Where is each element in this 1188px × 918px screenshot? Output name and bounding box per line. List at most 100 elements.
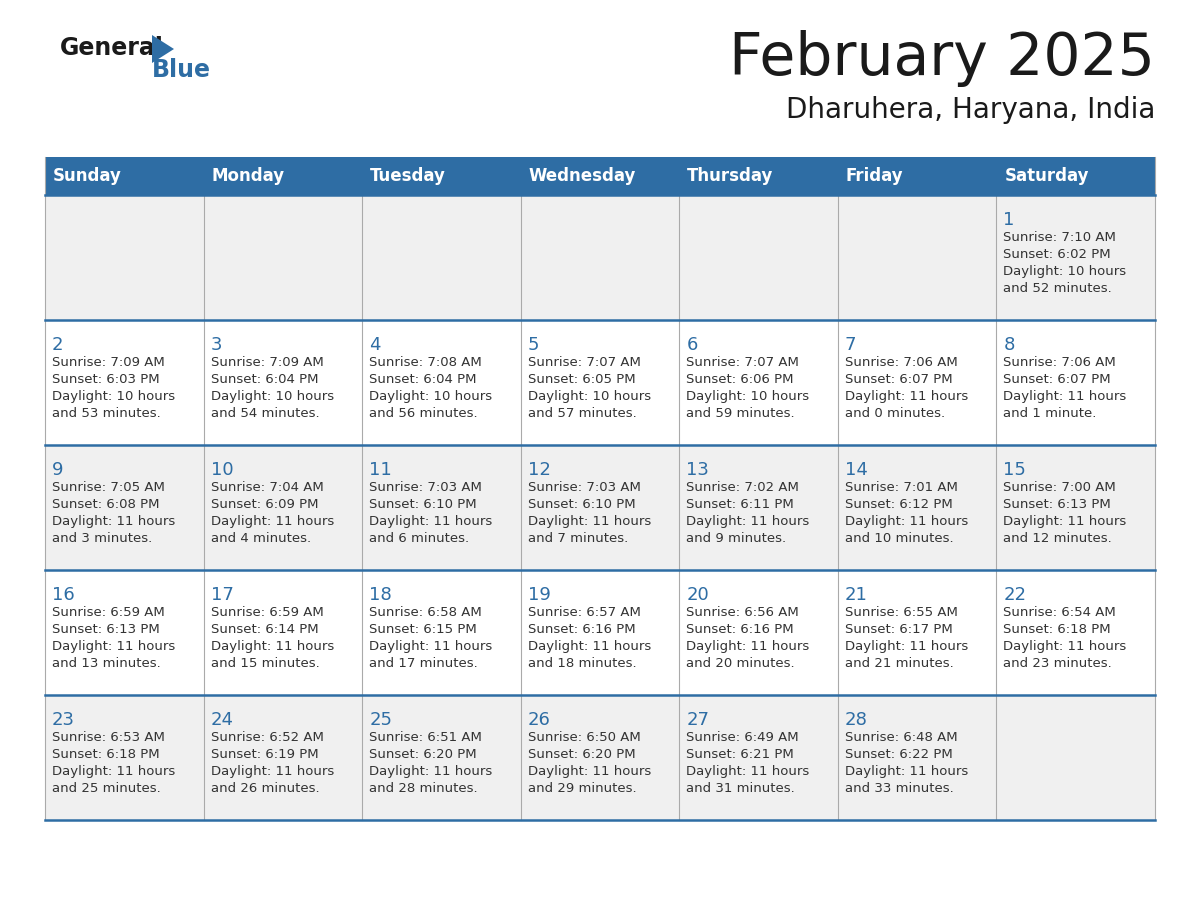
Text: Sunset: 6:10 PM: Sunset: 6:10 PM: [527, 498, 636, 511]
Text: Daylight: 10 hours: Daylight: 10 hours: [1004, 265, 1126, 278]
Text: and 4 minutes.: and 4 minutes.: [210, 532, 311, 545]
Text: General: General: [61, 36, 164, 60]
Text: Sunset: 6:17 PM: Sunset: 6:17 PM: [845, 623, 953, 636]
Text: Sunset: 6:15 PM: Sunset: 6:15 PM: [369, 623, 476, 636]
Text: Daylight: 10 hours: Daylight: 10 hours: [687, 390, 809, 403]
Text: Daylight: 11 hours: Daylight: 11 hours: [687, 765, 809, 778]
Text: Sunset: 6:07 PM: Sunset: 6:07 PM: [1004, 373, 1111, 386]
Text: Daylight: 11 hours: Daylight: 11 hours: [210, 765, 334, 778]
Text: 13: 13: [687, 461, 709, 479]
Text: 16: 16: [52, 586, 75, 604]
Text: Sunset: 6:20 PM: Sunset: 6:20 PM: [369, 748, 476, 761]
Text: Daylight: 11 hours: Daylight: 11 hours: [369, 640, 492, 653]
Text: 23: 23: [52, 711, 75, 729]
Text: Sunset: 6:22 PM: Sunset: 6:22 PM: [845, 748, 953, 761]
Text: and 53 minutes.: and 53 minutes.: [52, 407, 160, 420]
Text: Sunset: 6:04 PM: Sunset: 6:04 PM: [210, 373, 318, 386]
Text: Sunrise: 6:48 AM: Sunrise: 6:48 AM: [845, 731, 958, 744]
Text: Daylight: 11 hours: Daylight: 11 hours: [845, 765, 968, 778]
Text: 28: 28: [845, 711, 867, 729]
Text: Sunrise: 6:56 AM: Sunrise: 6:56 AM: [687, 606, 800, 619]
Text: Sunrise: 6:50 AM: Sunrise: 6:50 AM: [527, 731, 640, 744]
Polygon shape: [152, 35, 173, 63]
Text: and 3 minutes.: and 3 minutes.: [52, 532, 152, 545]
Text: 9: 9: [52, 461, 63, 479]
Text: Daylight: 10 hours: Daylight: 10 hours: [369, 390, 492, 403]
Text: February 2025: February 2025: [729, 30, 1155, 87]
Text: and 52 minutes.: and 52 minutes.: [1004, 282, 1112, 295]
Text: Sunrise: 6:54 AM: Sunrise: 6:54 AM: [1004, 606, 1117, 619]
Text: 14: 14: [845, 461, 867, 479]
Text: and 26 minutes.: and 26 minutes.: [210, 782, 320, 795]
Text: and 29 minutes.: and 29 minutes.: [527, 782, 637, 795]
Text: 6: 6: [687, 336, 697, 354]
Text: Sunrise: 6:59 AM: Sunrise: 6:59 AM: [52, 606, 165, 619]
Text: Sunset: 6:06 PM: Sunset: 6:06 PM: [687, 373, 794, 386]
Text: Daylight: 11 hours: Daylight: 11 hours: [845, 515, 968, 528]
Text: Thursday: Thursday: [688, 167, 773, 185]
Text: Sunrise: 6:57 AM: Sunrise: 6:57 AM: [527, 606, 640, 619]
Text: Sunrise: 7:04 AM: Sunrise: 7:04 AM: [210, 481, 323, 494]
Text: Daylight: 10 hours: Daylight: 10 hours: [527, 390, 651, 403]
Text: and 21 minutes.: and 21 minutes.: [845, 657, 954, 670]
Text: Sunset: 6:18 PM: Sunset: 6:18 PM: [1004, 623, 1111, 636]
Text: and 18 minutes.: and 18 minutes.: [527, 657, 637, 670]
Bar: [45, 695, 1155, 820]
Text: Sunset: 6:02 PM: Sunset: 6:02 PM: [1004, 248, 1111, 261]
Text: Daylight: 10 hours: Daylight: 10 hours: [52, 390, 175, 403]
Bar: [45, 195, 1155, 320]
Text: Sunset: 6:14 PM: Sunset: 6:14 PM: [210, 623, 318, 636]
Text: and 10 minutes.: and 10 minutes.: [845, 532, 954, 545]
Text: Daylight: 10 hours: Daylight: 10 hours: [210, 390, 334, 403]
Text: and 59 minutes.: and 59 minutes.: [687, 407, 795, 420]
Text: Daylight: 11 hours: Daylight: 11 hours: [52, 765, 176, 778]
Text: Daylight: 11 hours: Daylight: 11 hours: [369, 765, 492, 778]
Text: and 28 minutes.: and 28 minutes.: [369, 782, 478, 795]
Text: Monday: Monday: [211, 167, 285, 185]
Text: 19: 19: [527, 586, 550, 604]
Text: and 33 minutes.: and 33 minutes.: [845, 782, 954, 795]
Text: and 25 minutes.: and 25 minutes.: [52, 782, 160, 795]
Text: Sunset: 6:18 PM: Sunset: 6:18 PM: [52, 748, 159, 761]
Text: and 54 minutes.: and 54 minutes.: [210, 407, 320, 420]
Text: and 57 minutes.: and 57 minutes.: [527, 407, 637, 420]
Text: 25: 25: [369, 711, 392, 729]
Text: Sunrise: 6:55 AM: Sunrise: 6:55 AM: [845, 606, 958, 619]
Text: Blue: Blue: [152, 58, 211, 82]
Text: Daylight: 11 hours: Daylight: 11 hours: [1004, 640, 1126, 653]
Text: Sunset: 6:04 PM: Sunset: 6:04 PM: [369, 373, 476, 386]
Text: 2: 2: [52, 336, 63, 354]
Text: Daylight: 11 hours: Daylight: 11 hours: [845, 390, 968, 403]
Text: Sunrise: 6:59 AM: Sunrise: 6:59 AM: [210, 606, 323, 619]
Text: Daylight: 11 hours: Daylight: 11 hours: [52, 515, 176, 528]
Text: Daylight: 11 hours: Daylight: 11 hours: [52, 640, 176, 653]
Text: and 12 minutes.: and 12 minutes.: [1004, 532, 1112, 545]
Text: Sunrise: 7:05 AM: Sunrise: 7:05 AM: [52, 481, 165, 494]
Text: and 56 minutes.: and 56 minutes.: [369, 407, 478, 420]
Text: Dharuhera, Haryana, India: Dharuhera, Haryana, India: [785, 96, 1155, 124]
Text: Sunset: 6:19 PM: Sunset: 6:19 PM: [210, 748, 318, 761]
Text: 27: 27: [687, 711, 709, 729]
Text: Sunrise: 7:07 AM: Sunrise: 7:07 AM: [687, 356, 800, 369]
Text: 7: 7: [845, 336, 857, 354]
Bar: [45, 157, 1155, 195]
Text: Sunrise: 6:49 AM: Sunrise: 6:49 AM: [687, 731, 798, 744]
Text: and 0 minutes.: and 0 minutes.: [845, 407, 944, 420]
Text: Tuesday: Tuesday: [371, 167, 446, 185]
Text: 22: 22: [1004, 586, 1026, 604]
Text: and 23 minutes.: and 23 minutes.: [1004, 657, 1112, 670]
Text: and 6 minutes.: and 6 minutes.: [369, 532, 469, 545]
Text: Sunrise: 7:03 AM: Sunrise: 7:03 AM: [527, 481, 640, 494]
Text: Daylight: 11 hours: Daylight: 11 hours: [687, 515, 809, 528]
Text: Daylight: 11 hours: Daylight: 11 hours: [687, 640, 809, 653]
Text: 20: 20: [687, 586, 709, 604]
Text: Daylight: 11 hours: Daylight: 11 hours: [1004, 390, 1126, 403]
Text: and 9 minutes.: and 9 minutes.: [687, 532, 786, 545]
Text: 26: 26: [527, 711, 550, 729]
Text: Saturday: Saturday: [1004, 167, 1089, 185]
Text: and 31 minutes.: and 31 minutes.: [687, 782, 795, 795]
Text: Sunrise: 7:01 AM: Sunrise: 7:01 AM: [845, 481, 958, 494]
Text: Sunrise: 6:53 AM: Sunrise: 6:53 AM: [52, 731, 165, 744]
Text: Sunset: 6:21 PM: Sunset: 6:21 PM: [687, 748, 794, 761]
Text: Sunrise: 7:02 AM: Sunrise: 7:02 AM: [687, 481, 800, 494]
